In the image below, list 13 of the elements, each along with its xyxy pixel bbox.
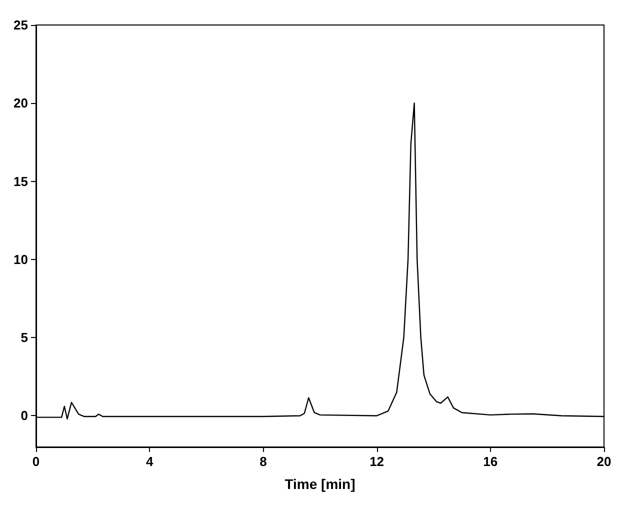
x-tick-label: 12	[370, 454, 384, 469]
y-tick-label: 15	[14, 174, 28, 189]
x-tick-label: 20	[596, 454, 612, 469]
y-tick-label: 25	[14, 18, 28, 32]
x-axis-title: Time [min]	[284, 476, 356, 492]
x-tick-label: 16	[483, 454, 498, 469]
x-tick-label: 4	[146, 454, 154, 469]
x-tick-label: 0	[32, 454, 40, 469]
x-tick-label: 8	[260, 454, 267, 469]
y-tick-label: 10	[14, 252, 28, 267]
y-tick-label: 20	[14, 96, 28, 111]
y-tick-label: 5	[20, 330, 28, 346]
y-tick-label: 0	[20, 408, 28, 424]
